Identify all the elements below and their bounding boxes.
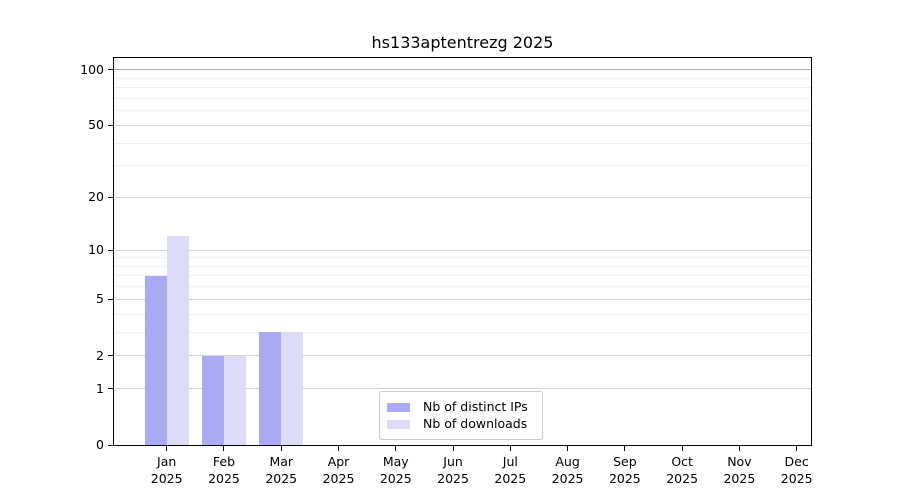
- legend-item-distinct-ips: Nb of distinct IPs: [387, 399, 534, 415]
- y-tick: [108, 355, 113, 357]
- bar-feb-downloads: [223, 355, 246, 445]
- bar-feb-ips: [201, 355, 224, 445]
- major-gridline: [114, 298, 811, 300]
- minor-gridline: [114, 286, 811, 288]
- minor-gridline: [114, 97, 811, 99]
- legend-item-downloads: Nb of downloads: [387, 416, 534, 432]
- major-gridline: [114, 355, 811, 357]
- x-tick: [223, 446, 225, 451]
- x-tick-label: Feb 2025: [208, 454, 240, 486]
- x-tick-label: Jan 2025: [150, 454, 183, 486]
- minor-gridline: [114, 313, 811, 315]
- chart-title: hs133aptentrezg 2025: [371, 33, 554, 52]
- minor-gridline: [114, 77, 811, 79]
- x-tick-label: Oct 2025: [666, 454, 699, 486]
- x-tick: [280, 446, 282, 451]
- x-tick: [796, 446, 798, 451]
- gridlines-layer: [114, 58, 811, 445]
- major-gridline: [114, 388, 811, 390]
- legend-label-distinct-ips: Nb of distinct IPs: [423, 399, 528, 414]
- bar-mar-ips: [259, 332, 282, 445]
- minor-gridline: [114, 110, 811, 112]
- y-tick: [108, 298, 113, 300]
- x-tick: [567, 446, 569, 451]
- x-tick: [338, 446, 339, 451]
- plot-area: [113, 57, 812, 446]
- minor-gridline: [114, 257, 811, 259]
- y-tick-label: 20: [88, 189, 104, 205]
- y-tick-label: 50: [88, 117, 104, 133]
- bar-jan-ips: [144, 275, 167, 445]
- x-tick: [624, 446, 626, 451]
- legend: Nb of distinct IPs Nb of downloads: [379, 391, 543, 440]
- y-tick: [108, 124, 113, 126]
- x-tick: [395, 446, 397, 451]
- x-tick-label: Nov 2025: [723, 454, 756, 486]
- y-tick: [108, 444, 113, 446]
- x-tick: [681, 446, 683, 451]
- x-tick-label: Sep 2025: [608, 454, 641, 486]
- minor-gridline: [114, 87, 811, 89]
- x-tick: [166, 446, 168, 451]
- x-tick: [738, 446, 740, 451]
- y-tick-label: 10: [88, 242, 104, 258]
- minor-gridline: [114, 331, 811, 333]
- x-tick-label: Aug 2025: [551, 454, 584, 486]
- y-tick-label: 5: [96, 291, 104, 307]
- legend-swatch-downloads: [387, 419, 410, 429]
- x-tick: [452, 446, 454, 451]
- y-tick: [108, 249, 113, 251]
- y-tick-label: 100: [80, 61, 104, 77]
- y-tick-label: 0: [96, 437, 104, 452]
- minor-gridline: [114, 275, 811, 277]
- major-gridline: [114, 69, 811, 71]
- legend-swatch-distinct-ips: [387, 402, 410, 412]
- x-tick: [509, 446, 511, 451]
- x-tick-label: Apr 2025: [322, 454, 355, 486]
- x-tick-label: Jul 2025: [494, 454, 527, 486]
- x-tick-label: Mar 2025: [265, 454, 298, 486]
- major-gridline: [114, 249, 811, 251]
- y-tick: [108, 69, 113, 71]
- y-tick: [108, 388, 113, 390]
- legend-label-downloads: Nb of downloads: [423, 416, 528, 431]
- y-tick: [108, 196, 113, 198]
- minor-gridline: [114, 142, 811, 144]
- bar-jan-downloads: [166, 236, 189, 445]
- x-tick-label: Dec 2025: [780, 454, 813, 486]
- major-gridline: [114, 196, 811, 198]
- minor-gridline: [114, 165, 811, 167]
- minor-gridline: [114, 265, 811, 267]
- x-tick-label: Jun 2025: [437, 454, 469, 486]
- bars-layer: [114, 58, 811, 445]
- major-gridline: [114, 124, 811, 126]
- x-tick-label: May 2025: [379, 454, 412, 486]
- y-tick-label: 1: [96, 380, 104, 396]
- y-tick-label: 2: [96, 347, 104, 363]
- bar-mar-downloads: [281, 332, 304, 445]
